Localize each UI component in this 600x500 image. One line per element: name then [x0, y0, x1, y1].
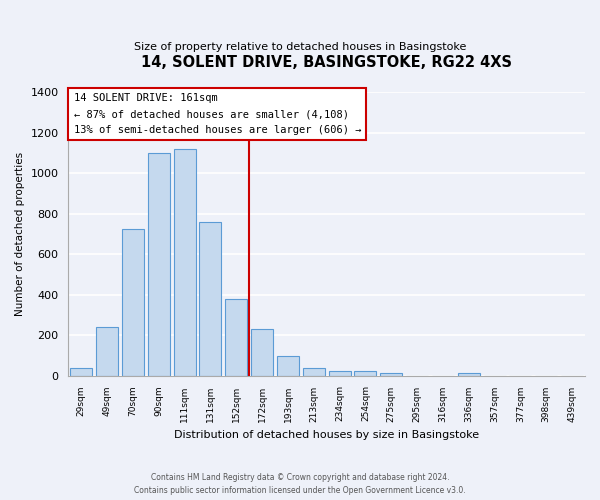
Bar [380, 372, 402, 376]
Bar [277, 356, 299, 376]
Title: 14, SOLENT DRIVE, BASINGSTOKE, RG22 4XS: 14, SOLENT DRIVE, BASINGSTOKE, RG22 4XS [141, 55, 512, 70]
Bar [96, 327, 118, 376]
Bar [122, 228, 144, 376]
Text: 14 SOLENT DRIVE: 161sqm
← 87% of detached houses are smaller (4,108)
13% of semi: 14 SOLENT DRIVE: 161sqm ← 87% of detache… [74, 94, 361, 134]
Bar [148, 153, 170, 376]
Bar [226, 298, 247, 376]
Bar [199, 222, 221, 376]
Bar [173, 148, 196, 376]
Bar [303, 368, 325, 376]
Bar [251, 329, 273, 376]
Bar [329, 370, 350, 376]
X-axis label: Distribution of detached houses by size in Basingstoke: Distribution of detached houses by size … [174, 430, 479, 440]
Bar [355, 371, 376, 376]
Bar [70, 368, 92, 376]
Text: Contains HM Land Registry data © Crown copyright and database right 2024.
Contai: Contains HM Land Registry data © Crown c… [134, 473, 466, 495]
Text: Size of property relative to detached houses in Basingstoke: Size of property relative to detached ho… [134, 42, 466, 52]
Y-axis label: Number of detached properties: Number of detached properties [15, 152, 25, 316]
Bar [458, 373, 480, 376]
